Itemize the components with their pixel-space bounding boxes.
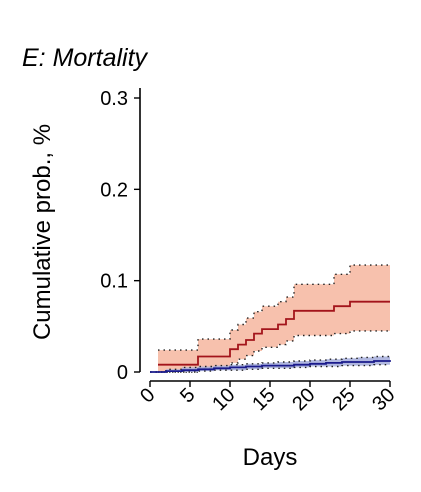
estimate-line-2 (150, 360, 391, 373)
series-2 (150, 355, 391, 373)
x-axis-label: Days (243, 444, 298, 471)
upper-bound-line-1 (158, 264, 390, 351)
y-tick-label-3: 0.3 (100, 88, 128, 110)
x-tick-label-1: 5 (176, 384, 199, 407)
lower-bound-line-1 (158, 330, 390, 373)
series-1 (158, 264, 390, 373)
plot-area (150, 264, 391, 373)
x-tick-label-0: 0 (136, 384, 159, 407)
axes: 00.10.20.30 5 10 15 20 25 30 (100, 88, 400, 415)
y-axis-label: Cumulative prob., % (29, 124, 56, 340)
estimate-line-1 (158, 300, 390, 366)
x-tick-label-4: 20 (288, 384, 319, 415)
panel-title: E: Mortality (22, 44, 149, 72)
x-tick-label-6: 30 (368, 384, 399, 415)
confidence-band-1 (158, 265, 390, 372)
x-tick-label-2: 10 (208, 384, 239, 415)
y-tick-label-1: 0.1 (100, 271, 128, 293)
y-tick-label-2: 0.2 (100, 179, 128, 201)
x-tick-label-5: 25 (328, 384, 359, 415)
y-tick-label-0: 0 (117, 362, 128, 384)
x-tick-label-3: 15 (248, 384, 279, 415)
